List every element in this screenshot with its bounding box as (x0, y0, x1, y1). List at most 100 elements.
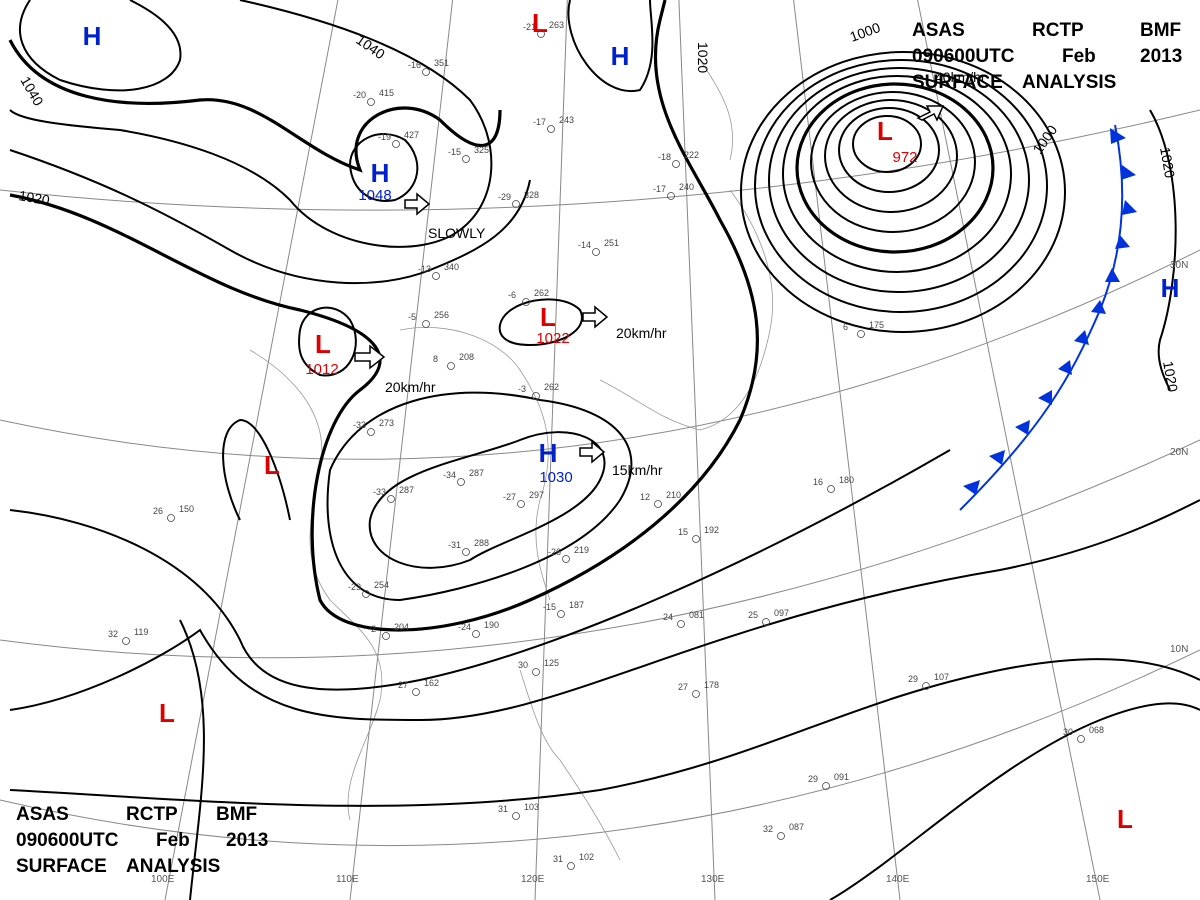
station-dot (532, 668, 540, 676)
station-pressure: 210 (666, 490, 681, 500)
isobar (795, 82, 995, 254)
station-pressure: 125 (544, 658, 559, 668)
labels: ASAS RCTP BMF 090600UTC Feb 2013 SURFACE ANALYS… (16, 8, 1188, 885)
station-temp: -20 (353, 90, 366, 100)
station-temp: -24 (458, 622, 471, 632)
station-temp: -29 (348, 582, 361, 592)
station-temp: -31 (448, 540, 461, 550)
isobar (838, 107, 940, 193)
pressure-center: H (539, 438, 558, 468)
station-pressure: 150 (179, 504, 194, 514)
header-word: SURFACE (912, 72, 1003, 93)
station-dot (412, 688, 420, 696)
central-pressure: 1030 (539, 469, 572, 486)
isobar (9, 149, 531, 285)
header-word: ANALYSIS (1022, 72, 1116, 93)
header-word: 2013 (1140, 46, 1182, 67)
station-pressure: 254 (374, 580, 389, 590)
station-dot (457, 478, 465, 486)
station-temp: -16 (408, 60, 421, 70)
isobar (824, 99, 958, 213)
station-temp: -26 (548, 547, 561, 557)
station-dot (522, 298, 530, 306)
isobar-label: 1020 (1157, 146, 1178, 180)
longitude-label: 120E (521, 874, 545, 885)
station-temp: -14 (578, 240, 591, 250)
station-temp: -27 (503, 492, 516, 502)
station-dot (827, 485, 835, 493)
station-pressure: 091 (834, 772, 849, 782)
station-pressure: 162 (424, 678, 439, 688)
station-temp: -34 (443, 470, 456, 480)
station-pressure: 262 (534, 288, 549, 298)
pressure-center: L (532, 8, 548, 38)
station-dot (537, 30, 545, 38)
station-pressure: 340 (444, 262, 459, 272)
header-word: RCTP (1032, 20, 1084, 41)
isobar (179, 619, 205, 900)
station-dot (777, 832, 785, 840)
station-dot (122, 637, 130, 645)
station-temp: 27 (678, 682, 688, 692)
station-dot (677, 620, 685, 628)
isobar (782, 75, 1012, 273)
parallel (0, 649, 1200, 847)
central-pressure: 1048 (358, 187, 391, 204)
station-dot (692, 535, 700, 543)
header-word: RCTP (126, 804, 178, 825)
isobar (1149, 109, 1177, 391)
station-temp: 32 (763, 824, 773, 834)
station-pressure: 288 (474, 538, 489, 548)
isobar (298, 306, 357, 377)
isobar-label: 1020 (17, 187, 51, 208)
station-pressure: 415 (379, 88, 394, 98)
station-dot (367, 98, 375, 106)
central-pressure: 1022 (536, 330, 569, 347)
station-pressure: 287 (469, 468, 484, 478)
header-word: Feb (156, 830, 190, 851)
isobar (8, 39, 502, 173)
isobar (349, 133, 419, 202)
station-dot (422, 320, 430, 328)
station-temp: -6 (508, 290, 516, 300)
station-pressure: 190 (484, 620, 499, 630)
stations: -16 351-20 415-19 427-15 325-17 243-29 328-14 2… (108, 20, 1104, 870)
station-temp: 29 (908, 674, 918, 684)
station-pressure: 087 (789, 822, 804, 832)
longitude-label: 130E (701, 874, 725, 885)
station-pressure: 081 (689, 610, 704, 620)
pressure-center: L (264, 450, 280, 480)
station-pressure: 287 (399, 485, 414, 495)
meridian (164, 0, 339, 900)
station-temp: -3 (518, 384, 526, 394)
station-dot (762, 618, 770, 626)
low-isobars (740, 51, 1066, 333)
latitude-label: 10N (1170, 644, 1188, 655)
parallel (0, 249, 1200, 460)
movement: 40km/hr (935, 69, 986, 85)
meridian (678, 0, 716, 900)
station-dot (367, 428, 375, 436)
latitude-label: 30N (1170, 260, 1188, 271)
pressure-center: L (540, 302, 556, 332)
station-temp: 6 (843, 322, 848, 332)
station-temp: -17 (653, 184, 666, 194)
station-temp: -33 (353, 420, 366, 430)
isobar (222, 418, 291, 521)
station-pressure: 097 (774, 608, 789, 618)
pressure-center: L (315, 329, 331, 359)
station-temp: -29 (498, 192, 511, 202)
station-pressure: 068 (1089, 725, 1104, 735)
isobar (9, 449, 951, 691)
station-pressure: 208 (459, 352, 474, 362)
central-pressure: 1012 (305, 361, 338, 378)
isobar (368, 431, 606, 569)
header-word: ANALYSIS (126, 856, 220, 877)
isobar (498, 298, 583, 347)
isobar (829, 702, 1200, 900)
station-pressure: 187 (569, 600, 584, 610)
station-pressure: 427 (404, 130, 419, 140)
station-dot (567, 862, 575, 870)
meridian (534, 0, 568, 900)
station-dot (592, 248, 600, 256)
